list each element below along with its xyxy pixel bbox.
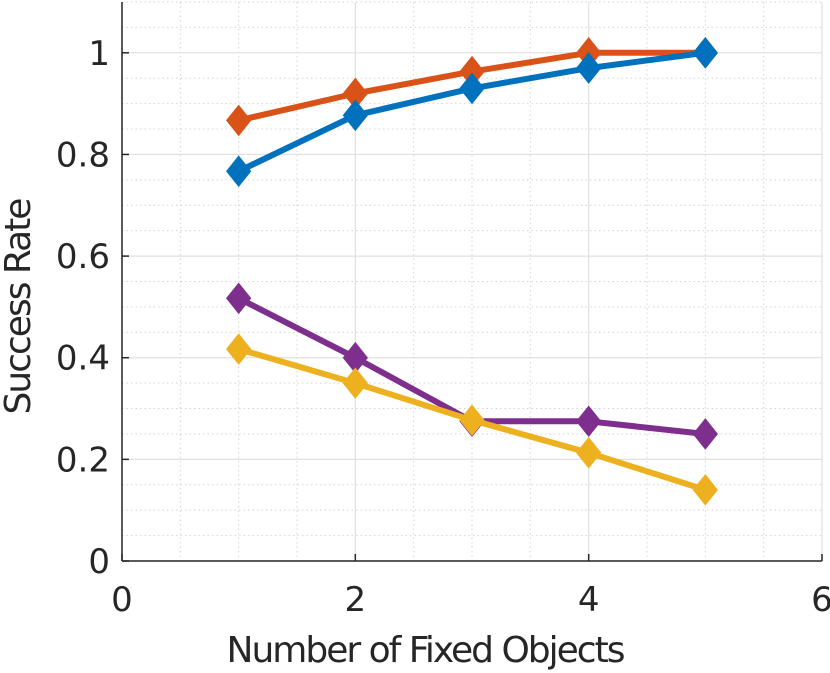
- data-point-marker: [459, 404, 485, 437]
- x-tick-label: 6: [811, 580, 830, 620]
- data-point-marker: [576, 436, 602, 469]
- y-tick-label: 1: [88, 34, 110, 74]
- tick-labels: 0 2 4 6 0 0.2 0.4 0.6 0.8 1: [56, 34, 830, 620]
- y-tick-label: 0.2: [56, 440, 110, 480]
- data-point-marker: [226, 282, 252, 315]
- data-point-marker: [576, 52, 602, 84]
- x-tick-label: 0: [111, 580, 133, 620]
- data-point-marker: [576, 405, 602, 438]
- series-lines: [226, 37, 718, 506]
- data-point-marker: [226, 104, 252, 137]
- data-point-marker: [342, 367, 368, 399]
- data-point-marker: [692, 474, 718, 506]
- series-3: [226, 333, 718, 506]
- y-tick-label: 0.8: [56, 135, 110, 175]
- x-axis-label: Number of Fixed Objects: [227, 630, 624, 671]
- data-point-marker: [459, 72, 485, 105]
- x-tick-label: 4: [578, 580, 600, 620]
- data-point-marker: [226, 333, 252, 365]
- data-point-marker: [692, 418, 718, 450]
- y-tick-label: 0: [88, 542, 110, 582]
- y-axis-label: Success Rate: [0, 199, 39, 415]
- y-tick-label: 0.6: [56, 237, 110, 277]
- data-point-marker: [342, 99, 368, 132]
- data-point-marker: [692, 37, 718, 69]
- series-0: [226, 37, 718, 137]
- y-tick-label: 0.4: [56, 339, 110, 379]
- axes: [121, 2, 823, 562]
- data-point-marker: [226, 155, 252, 188]
- x-tick-label: 2: [345, 580, 367, 620]
- series-1: [226, 37, 718, 188]
